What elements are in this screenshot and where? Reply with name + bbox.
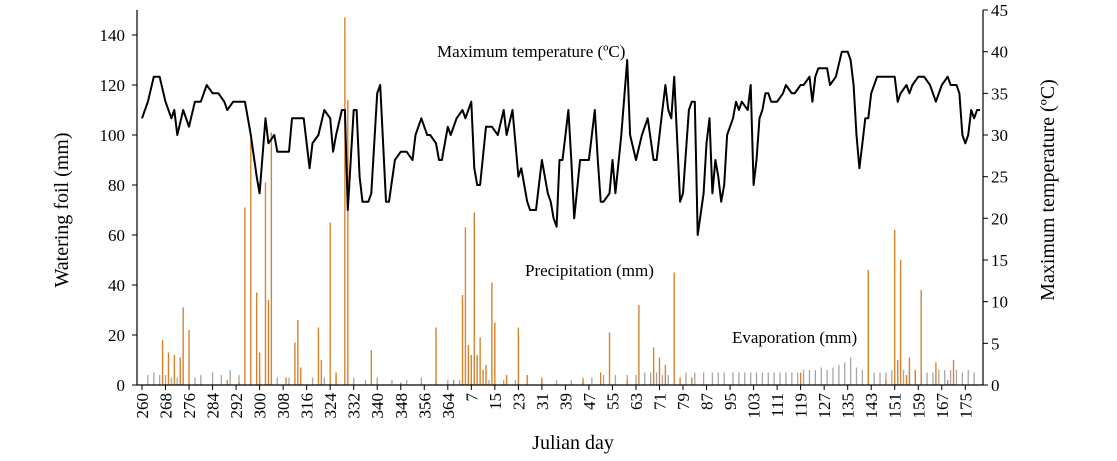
x-tick-label: 364 — [439, 393, 458, 419]
x-tick-label: 31 — [533, 393, 552, 410]
y-left-tick-label: 20 — [108, 326, 125, 345]
temperature-series — [141, 50, 980, 236]
y-right-tick-label: 10 — [991, 293, 1008, 312]
x-tick-label: 332 — [345, 393, 364, 419]
x-tick-label: 63 — [627, 393, 646, 410]
x-tick-label: 7 — [462, 393, 481, 402]
x-tick-label: 55 — [604, 393, 623, 410]
x-tick-label: 348 — [392, 393, 411, 419]
y-right-tick-label: 5 — [991, 334, 1000, 353]
y-left-tick-label: 120 — [100, 76, 126, 95]
x-tick-label: 284 — [204, 393, 223, 419]
x-tick-label: 300 — [251, 393, 270, 419]
precipitation-series — [161, 17, 955, 385]
y-right-tick-label: 45 — [991, 1, 1008, 20]
x-tick-label: 119 — [792, 393, 811, 418]
temperature-line — [141, 50, 980, 236]
x-tick-label: 308 — [274, 393, 293, 419]
precipitation-annotation: Precipitation (mm) — [525, 261, 654, 280]
x-tick-label: 39 — [556, 393, 575, 410]
x-tick-label: 316 — [298, 393, 317, 419]
x-tick-label: 47 — [580, 393, 599, 411]
temperature-annotation: Maximum temperature (ºC) — [437, 42, 625, 61]
y-right-tick-label: 15 — [991, 251, 1008, 270]
y-left-tick-label: 80 — [108, 176, 125, 195]
y-right-axis-title: Maximum temperature (ºC) — [1037, 79, 1059, 301]
y-left-axis-title: Watering foil (mm) — [51, 132, 73, 287]
evaporation-series — [147, 357, 975, 385]
x-tick-label: 135 — [839, 393, 858, 419]
evaporation-annotation: Evaporation (mm) — [732, 328, 857, 347]
x-tick-label: 276 — [180, 393, 199, 419]
x-tick-label: 79 — [674, 393, 693, 410]
x-tick-label: 260 — [133, 393, 152, 419]
x-tick-label: 159 — [909, 393, 928, 419]
y-right-tick-label: 35 — [991, 84, 1008, 103]
x-tick-label: 127 — [815, 393, 834, 419]
y-left-tick-label: 0 — [117, 376, 126, 395]
x-tick-label: 23 — [509, 393, 528, 410]
x-axis-title: Julian day — [532, 432, 614, 454]
x-tick-label: 356 — [415, 393, 434, 419]
x-tick-label: 103 — [745, 393, 764, 419]
x-tick-label: 87 — [698, 393, 717, 411]
y-right-tick-label: 20 — [991, 209, 1008, 228]
axes: 0 20 40 60 80 100 120 140 0 5 10 15 20 25 30 35 40 45 260 2… — [100, 1, 1009, 419]
x-tick-label: 340 — [368, 393, 387, 419]
x-tick-label: 143 — [862, 393, 881, 419]
x-tick-label: 167 — [933, 393, 952, 419]
x-tick-label: 111 — [768, 393, 787, 417]
x-tick-label: 71 — [651, 393, 670, 410]
x-tick-label: 292 — [227, 393, 246, 419]
x-tick-label: 95 — [721, 393, 740, 410]
x-tick-label: 268 — [157, 393, 176, 419]
x-tick-label: 151 — [886, 393, 905, 419]
x-tick-label: 175 — [956, 393, 975, 419]
x-tick-label: 324 — [321, 393, 340, 419]
y-left-tick-label: 100 — [100, 126, 126, 145]
y-right-tick-label: 25 — [991, 168, 1008, 187]
annotations: Maximum temperature (ºC) Precipitation (… — [437, 42, 857, 347]
y-left-tick-label: 60 — [108, 226, 125, 245]
y-right-tick-label: 40 — [991, 43, 1008, 62]
y-right-tick-label: 0 — [991, 376, 1000, 395]
y-right-tick-label: 30 — [991, 126, 1008, 145]
y-left-tick-label: 40 — [108, 276, 125, 295]
y-left-tick-label: 140 — [100, 26, 126, 45]
x-tick-label: 15 — [486, 393, 505, 410]
